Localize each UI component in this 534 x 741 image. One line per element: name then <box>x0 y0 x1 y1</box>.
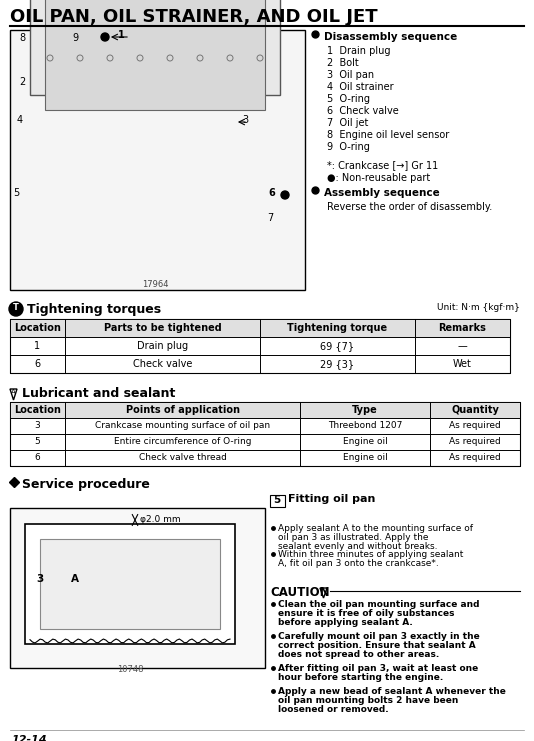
Text: A: A <box>11 389 16 395</box>
Text: After fitting oil pan 3, wait at least one: After fitting oil pan 3, wait at least o… <box>278 664 478 673</box>
Text: Tightening torques: Tightening torques <box>27 303 161 316</box>
Text: 17964: 17964 <box>142 280 168 289</box>
Bar <box>10 402 520 418</box>
Text: Tightening torque: Tightening torque <box>287 323 388 333</box>
Text: Location: Location <box>14 405 61 415</box>
Text: 3: 3 <box>36 574 44 584</box>
Text: 4  Oil strainer: 4 Oil strainer <box>327 82 394 92</box>
Text: oil pan 3 as illustrated. Apply the: oil pan 3 as illustrated. Apply the <box>278 533 428 542</box>
Text: A: A <box>71 574 79 584</box>
Text: Check valve: Check valve <box>133 359 192 369</box>
Text: 3: 3 <box>242 115 248 125</box>
Bar <box>40 539 220 629</box>
Text: correct position. Ensure that sealant A: correct position. Ensure that sealant A <box>278 641 476 650</box>
Text: As required: As required <box>449 422 501 431</box>
Text: 3  Oil pan: 3 Oil pan <box>327 70 374 80</box>
Text: 5  O-ring: 5 O-ring <box>327 94 370 104</box>
Text: Points of application: Points of application <box>125 405 240 415</box>
Text: Assembly sequence: Assembly sequence <box>324 188 440 198</box>
Bar <box>270 495 285 507</box>
Text: hour before starting the engine.: hour before starting the engine. <box>278 673 443 682</box>
Text: 9  O-ring: 9 O-ring <box>327 142 370 152</box>
Text: 12-14: 12-14 <box>12 735 48 741</box>
Text: 69 {7}: 69 {7} <box>320 341 355 351</box>
Text: 4: 4 <box>17 115 23 125</box>
Text: 1: 1 <box>118 30 125 40</box>
Text: T: T <box>13 304 19 313</box>
Text: As required: As required <box>449 437 501 447</box>
Text: CAUTION: CAUTION <box>270 586 329 599</box>
Polygon shape <box>10 389 17 400</box>
Text: 2  Bolt: 2 Bolt <box>327 58 359 68</box>
Text: Within three minutes of applying sealant: Within three minutes of applying sealant <box>278 550 464 559</box>
Text: Drain plug: Drain plug <box>137 341 188 351</box>
Text: ensure it is free of oily substances: ensure it is free of oily substances <box>278 609 454 618</box>
Bar <box>10 508 265 668</box>
Text: 9: 9 <box>72 33 78 43</box>
Bar <box>45 0 265 110</box>
Text: 2: 2 <box>19 77 25 87</box>
Text: 8  Engine oil level sensor: 8 Engine oil level sensor <box>327 130 449 140</box>
Circle shape <box>281 191 289 199</box>
Text: Reverse the order of disassembly.: Reverse the order of disassembly. <box>327 202 492 212</box>
Text: 5: 5 <box>13 188 19 198</box>
Text: 6: 6 <box>268 188 275 198</box>
Text: Threebond 1207: Threebond 1207 <box>328 422 402 431</box>
Text: 5: 5 <box>273 495 281 505</box>
Text: Type: Type <box>352 405 378 415</box>
Text: *: Crankcase [→] Gr 11: *: Crankcase [→] Gr 11 <box>327 160 438 170</box>
Text: Lubricant and sealant: Lubricant and sealant <box>22 387 175 400</box>
Text: oil pan mounting bolts 2 have been: oil pan mounting bolts 2 have been <box>278 696 458 705</box>
Text: 8: 8 <box>19 33 25 43</box>
Text: Apply a new bead of sealant A whenever the: Apply a new bead of sealant A whenever t… <box>278 687 506 696</box>
Text: loosened or removed.: loosened or removed. <box>278 705 389 714</box>
Text: Check valve thread: Check valve thread <box>138 453 226 462</box>
Text: Disassembly sequence: Disassembly sequence <box>324 32 457 42</box>
Text: 1: 1 <box>34 341 41 351</box>
Text: OIL PAN, OIL STRAINER, AND OIL JET: OIL PAN, OIL STRAINER, AND OIL JET <box>10 8 378 26</box>
Text: Quantity: Quantity <box>451 405 499 415</box>
Text: 10748: 10748 <box>117 665 143 674</box>
Text: Parts to be tightened: Parts to be tightened <box>104 323 222 333</box>
Polygon shape <box>320 588 327 598</box>
Bar <box>10 319 510 373</box>
Text: does not spread to other areas.: does not spread to other areas. <box>278 650 439 659</box>
Text: Wet: Wet <box>453 359 472 369</box>
Bar <box>25 524 235 644</box>
Text: sealant evenly and without breaks.: sealant evenly and without breaks. <box>278 542 437 551</box>
Text: 6  Check valve: 6 Check valve <box>327 106 399 116</box>
Text: 6: 6 <box>34 359 41 369</box>
Bar <box>10 30 305 290</box>
Text: before applying sealant A.: before applying sealant A. <box>278 618 413 627</box>
Text: 5: 5 <box>35 437 41 447</box>
Text: 3: 3 <box>35 422 41 431</box>
Bar <box>10 319 510 337</box>
Text: Apply sealant A to the mounting surface of: Apply sealant A to the mounting surface … <box>278 524 473 533</box>
Text: 29 {3}: 29 {3} <box>320 359 355 369</box>
Circle shape <box>101 33 109 41</box>
Text: ●: Non-reusable part: ●: Non-reusable part <box>327 173 430 183</box>
Text: Carefully mount oil pan 3 exactly in the: Carefully mount oil pan 3 exactly in the <box>278 632 480 641</box>
Circle shape <box>9 302 23 316</box>
Text: Unit: N·m {kgf·m}: Unit: N·m {kgf·m} <box>437 303 520 312</box>
Text: φ2.0 mm: φ2.0 mm <box>140 516 180 525</box>
Text: Entire circumference of O-ring: Entire circumference of O-ring <box>114 437 252 447</box>
Text: Crankcase mounting surface of oil pan: Crankcase mounting surface of oil pan <box>95 422 270 431</box>
Text: Engine oil: Engine oil <box>343 437 387 447</box>
Text: Remarks: Remarks <box>438 323 486 333</box>
Bar <box>10 402 520 466</box>
Text: Fitting oil pan: Fitting oil pan <box>288 494 375 504</box>
Text: Service procedure: Service procedure <box>22 478 150 491</box>
Text: Clean the oil pan mounting surface and: Clean the oil pan mounting surface and <box>278 600 480 609</box>
Bar <box>30 0 280 95</box>
Text: A, fit oil pan 3 onto the crankcase*.: A, fit oil pan 3 onto the crankcase*. <box>278 559 439 568</box>
Text: As required: As required <box>449 453 501 462</box>
Text: 7  Oil jet: 7 Oil jet <box>327 118 368 128</box>
Text: 1  Drain plug: 1 Drain plug <box>327 46 390 56</box>
Text: 6: 6 <box>35 453 41 462</box>
Text: 7: 7 <box>267 213 273 223</box>
Text: —: — <box>458 341 467 351</box>
Text: Engine oil: Engine oil <box>343 453 387 462</box>
Text: Location: Location <box>14 323 61 333</box>
